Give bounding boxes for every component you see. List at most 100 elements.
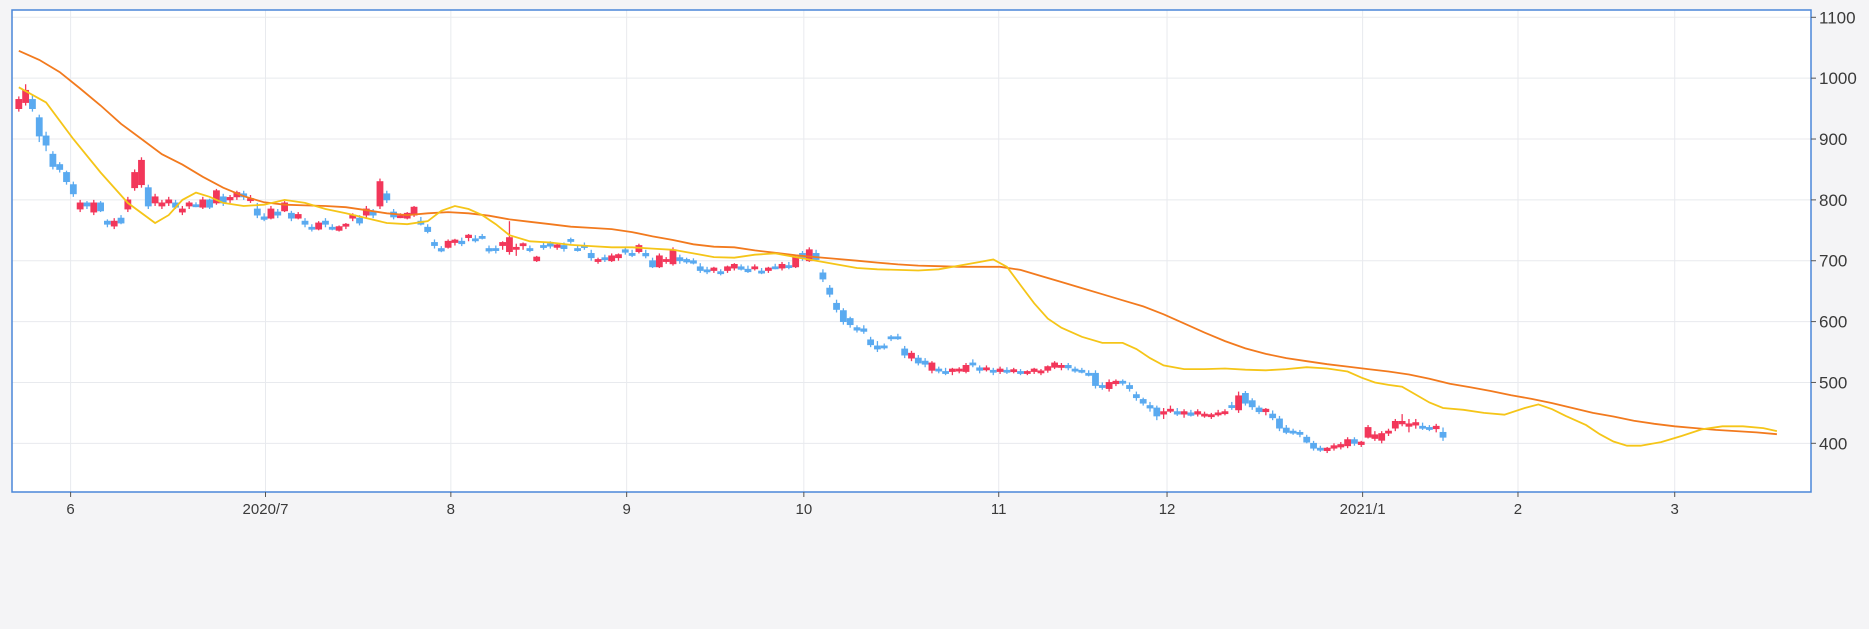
candle-body [185,202,193,207]
candle-down [894,333,902,340]
candle-down [771,263,779,270]
candle-down [492,245,500,254]
candle-down [1269,410,1277,421]
candle-down [696,263,704,273]
candle-body [1132,394,1140,399]
candle-body [690,260,697,264]
candle-down [69,181,77,197]
candle-up [185,201,193,210]
candle-down [1282,425,1290,435]
candle-up [533,255,541,262]
plot-area [12,10,1811,492]
candle-body [914,357,922,364]
candle-down [42,131,50,152]
x-tick-label: 12 [1159,501,1176,518]
plot-frame [11,9,1812,493]
candle-down [621,247,629,255]
candle-body [921,360,929,365]
candle-body [1078,369,1086,373]
x-tick-label: 2 [1514,501,1522,518]
candle-body [792,256,800,268]
candle-body [778,263,786,269]
candle-down [260,213,268,222]
candle-up [199,196,207,210]
candle-down [901,345,909,359]
candle-down [1351,437,1358,446]
candle-up [294,212,302,220]
candle-body [1432,425,1440,430]
candle-down [104,219,111,228]
candle-down [471,235,479,243]
candle-up [519,242,527,250]
candle-body [104,220,111,225]
candle-body [737,266,745,270]
candle-body [1255,407,1263,413]
candle-body [1303,436,1311,443]
candle-body [131,172,139,189]
x-tick-label: 9 [622,501,630,518]
candle-body [805,249,813,262]
candle-down [35,114,43,143]
candle-body [1098,385,1106,388]
candle-down [1228,401,1236,410]
candle-body [615,254,622,259]
candle-down [206,198,214,210]
candle-up [1167,405,1174,413]
candle-down [192,202,200,208]
candle-body [724,266,731,271]
candle-up [1160,408,1168,419]
candle-down [301,218,309,228]
candle-body [206,199,214,208]
candle-down [1064,362,1072,371]
candle-body [962,365,970,372]
candle-down [717,269,725,276]
candle-body [199,199,207,208]
candle-up [1405,418,1413,433]
candle-body [465,234,472,239]
candle-down [1085,370,1093,377]
ma-short-line [18,86,1778,447]
candle-down [989,367,997,376]
candle-down [485,245,493,254]
candle-up [1364,425,1372,439]
candle-body [1337,444,1345,448]
candle-body [874,345,881,350]
candle-body [499,242,507,246]
y-tick-label: 900 [1819,130,1847,149]
candle-body [1351,439,1358,444]
candle-up [1235,391,1242,413]
candle-body [983,367,990,371]
moving-averages [18,49,1778,447]
candle-body [560,245,568,249]
candle-up [1051,361,1059,370]
candle-body [1276,418,1283,429]
candle-down [833,299,840,313]
candle-body [519,243,527,247]
candle-body [1194,411,1202,415]
candle-body [1262,408,1270,413]
candle-down [1071,366,1079,373]
candle-up [996,366,1004,374]
candle-down [1425,425,1433,432]
candle-down [144,184,152,210]
candle-body [853,327,861,331]
candle-body [178,208,186,213]
candle-body [540,245,547,248]
candle-down [1146,401,1154,412]
candle-down [431,239,438,249]
candle-up [76,199,84,213]
candle-down [49,151,57,170]
candle-body [887,336,895,340]
candle-up [267,205,275,220]
candle-body [1214,412,1222,416]
candle-up [213,188,220,205]
candle-up [131,169,139,191]
candle-body [1064,365,1072,369]
candle-body [383,193,391,201]
candle-down [1017,369,1024,376]
candle-down [1098,382,1106,390]
candle-up [1221,409,1229,416]
candle-up [983,365,990,372]
candle-body [655,255,663,268]
candle-down [819,269,827,283]
